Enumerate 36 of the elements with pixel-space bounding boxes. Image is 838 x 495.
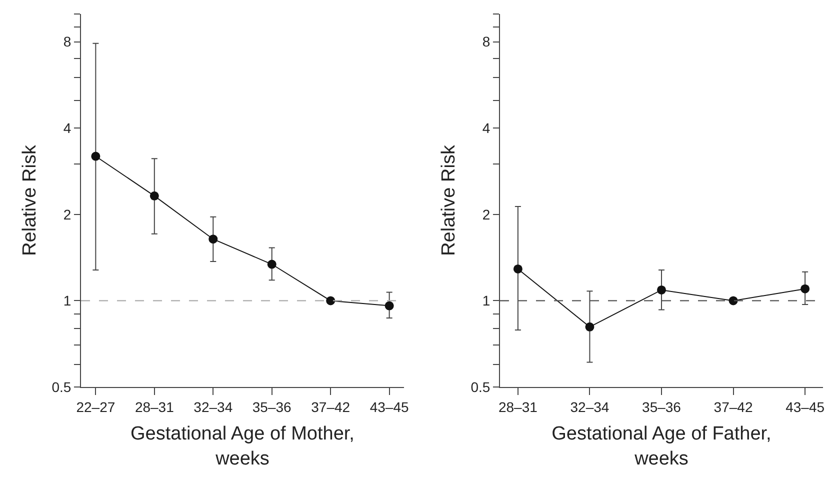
x-tick-label: 32–34 (194, 398, 233, 415)
y-tick-label: 0.5 (52, 378, 72, 395)
x-tick-label: 28–31 (134, 398, 174, 415)
point (91, 152, 100, 161)
y-tick-label: 4 (63, 120, 72, 136)
point (150, 191, 159, 200)
y-tick-label: 8 (63, 34, 72, 50)
y-tick-label: 8 (482, 34, 490, 50)
x-tick-label: 37–42 (714, 398, 753, 415)
x-axis-title: Gestational Age of Father, weeks (552, 424, 772, 470)
point (800, 284, 810, 294)
y-tick-label: 0.5 (470, 378, 490, 395)
point (657, 285, 666, 294)
x-tick-label: 43–45 (370, 398, 409, 415)
point (326, 296, 336, 306)
x-tick-label: 22–27 (76, 398, 116, 415)
y-tick-label: 2 (63, 206, 72, 222)
x-tick-label: 37–42 (311, 398, 350, 415)
point (267, 260, 276, 269)
y-axis-title: Relative Risk (20, 144, 41, 256)
point (513, 264, 522, 274)
point (728, 296, 738, 306)
y-tick-label: 4 (482, 120, 490, 136)
y-tick-label: 1 (63, 292, 72, 309)
point (384, 301, 394, 310)
y-tick-label: 1 (482, 292, 490, 309)
point (585, 322, 594, 332)
point (208, 234, 218, 244)
y-axis-title: Relative Risk (438, 144, 460, 256)
x-tick-label: 28–31 (498, 398, 538, 415)
x-tick-label: 35–36 (252, 398, 292, 415)
x-tick-label: 43–45 (786, 398, 825, 415)
y-tick-label: 2 (482, 206, 490, 222)
x-tick-label: 35–36 (642, 398, 682, 415)
x-axis-title: Gestational Age of Mother, weeks (130, 424, 354, 470)
x-tick-label: 32–34 (570, 398, 610, 415)
